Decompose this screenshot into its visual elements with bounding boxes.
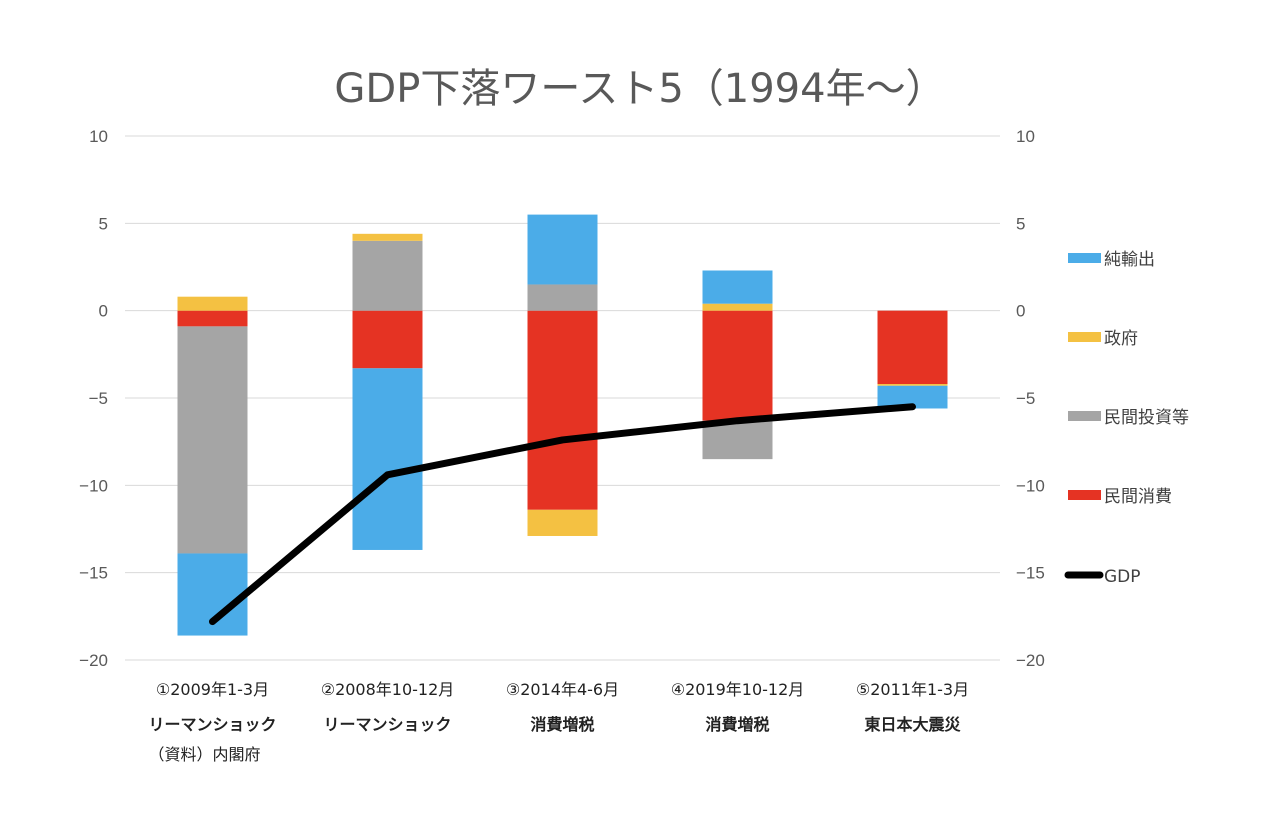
bar-segment-民間投資等 [352, 240, 423, 311]
y-tick-label-right: 0 [1016, 302, 1025, 321]
y-tick-label-right: 10 [1016, 127, 1035, 146]
legend-item[interactable]: 純輸出 [1068, 250, 1155, 270]
y-tick-label-right: −5 [1016, 389, 1035, 408]
bar-stack [352, 233, 423, 550]
x-tick-label-event: 消費増税 [705, 715, 769, 734]
bar-segment-純輸出 [877, 385, 948, 409]
legend-swatch [1068, 411, 1101, 421]
bar-segment-民間消費 [177, 310, 248, 327]
x-tick-label-event: 消費増税 [530, 715, 594, 734]
legend-label: 民間消費 [1104, 487, 1172, 507]
bar-stack [877, 310, 948, 409]
y-tick-label-right: −10 [1016, 476, 1045, 495]
y-tick-label-left: 0 [99, 302, 108, 321]
legend-item[interactable]: 民間消費 [1068, 487, 1172, 507]
bar-segment-政府 [877, 384, 948, 386]
x-tick-label-event: リーマンショック [148, 715, 276, 734]
y-tick-label-left: 10 [89, 127, 108, 146]
x-tick-label-period: ④2019年10-12月 [671, 680, 805, 699]
bar-segment-政府 [702, 303, 773, 311]
bar-segment-民間投資等 [702, 420, 773, 460]
x-tick-label-event: リーマンショック [323, 715, 451, 734]
bar-stack [177, 296, 248, 636]
y-tick-label-left: 5 [99, 214, 108, 233]
legend-label: 政府 [1104, 329, 1138, 349]
y-tick-label-right: −20 [1016, 651, 1045, 670]
bar-segment-政府 [527, 509, 598, 536]
bar-segment-純輸出 [527, 214, 598, 285]
legend-swatch [1068, 253, 1101, 263]
y-axis-left: 10 5 0 −5 −10 −15 −20 [79, 127, 108, 670]
legend-label: GDP [1104, 567, 1141, 587]
legend-swatch [1068, 332, 1101, 342]
x-tick-label-period: ③2014年4-6月 [506, 680, 619, 699]
bar-segment-民間投資等 [527, 284, 598, 311]
bar-segment-純輸出 [702, 270, 773, 304]
bar-segment-民間消費 [527, 310, 598, 510]
x-axis-labels: ①2009年1-3月リーマンショック（資料）内閣府②2008年10-12月リーマ… [148, 680, 969, 764]
y-tick-label-left: −15 [79, 564, 108, 583]
bar-segment-民間消費 [702, 310, 773, 421]
bar-stack [702, 270, 773, 460]
y-tick-label-left: −5 [89, 389, 108, 408]
bar-stack [527, 214, 598, 536]
y-tick-label-left: −20 [79, 651, 108, 670]
bar-segment-民間消費 [352, 310, 423, 369]
chart-title: GDP下落ワースト5（1994年～） [334, 66, 946, 112]
bars [177, 214, 948, 636]
legend-item[interactable]: GDP [1064, 567, 1141, 587]
bar-segment-政府 [352, 233, 423, 241]
bar-segment-純輸出 [352, 368, 423, 550]
legend-label: 民間投資等 [1104, 408, 1189, 428]
legend-swatch [1068, 490, 1101, 500]
y-axis-right: 10 5 0 −5 −10 −15 −20 [1016, 127, 1045, 670]
bar-segment-民間消費 [877, 310, 948, 385]
legend-item[interactable]: 政府 [1068, 329, 1138, 349]
x-tick-label-period: ⑤2011年1-3月 [856, 680, 969, 699]
bar-segment-民間投資等 [177, 326, 248, 554]
legend-item[interactable]: 民間投資等 [1068, 408, 1189, 428]
source-note: （資料）内閣府 [148, 745, 260, 764]
x-tick-label-period: ①2009年1-3月 [156, 680, 269, 699]
gdp-line-series [209, 403, 916, 626]
y-tick-label-right: 5 [1016, 214, 1025, 233]
x-tick-label-event: 東日本大震災 [864, 715, 961, 734]
y-tick-label-right: −15 [1016, 564, 1045, 583]
y-tick-label-left: −10 [79, 476, 108, 495]
bar-segment-政府 [177, 296, 248, 311]
x-tick-label-period: ②2008年10-12月 [321, 680, 455, 699]
legend-label: 純輸出 [1104, 250, 1155, 270]
